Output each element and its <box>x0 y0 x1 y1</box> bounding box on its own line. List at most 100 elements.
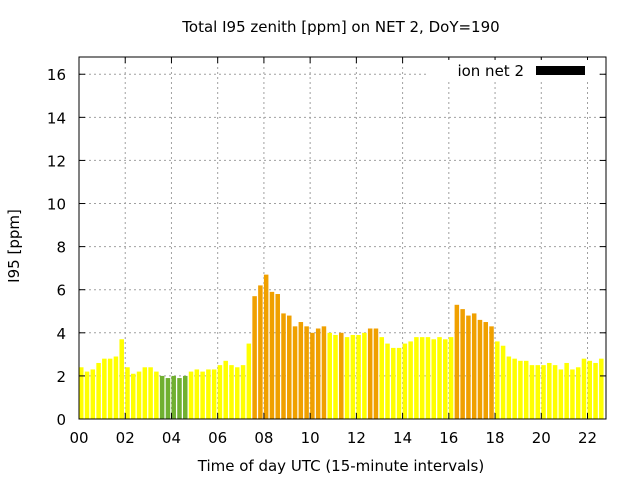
bar <box>327 332 332 419</box>
bar <box>252 296 257 419</box>
bar <box>321 326 327 419</box>
bar <box>107 358 113 419</box>
bar <box>275 294 280 419</box>
y-tick-label: 6 <box>56 282 66 300</box>
x-tick-label: 20 <box>532 429 551 447</box>
x-tick-label: 10 <box>301 429 320 447</box>
grid <box>79 57 606 419</box>
bar <box>431 339 436 419</box>
bar <box>535 365 541 419</box>
bar <box>90 369 96 419</box>
bar <box>460 309 465 419</box>
bar <box>206 369 211 419</box>
bar <box>269 291 275 419</box>
bar <box>177 378 182 419</box>
bar <box>477 319 483 419</box>
bar <box>136 371 142 419</box>
bar <box>188 371 194 419</box>
legend-label: ion net 2 <box>457 62 524 80</box>
bar <box>229 365 234 419</box>
x-tick-label: 12 <box>347 429 366 447</box>
plot-frame <box>78 56 607 420</box>
bar <box>125 367 130 419</box>
bar <box>240 365 246 419</box>
bar <box>281 313 286 419</box>
bar <box>310 332 315 419</box>
bar <box>333 334 338 419</box>
y-tick-label: 16 <box>47 66 66 84</box>
y-tick-label: 14 <box>47 109 66 127</box>
bar <box>344 337 350 419</box>
bar <box>79 367 84 419</box>
x-tick-label: 06 <box>208 429 227 447</box>
bar <box>96 362 101 419</box>
bar <box>575 367 581 419</box>
bar <box>495 341 500 419</box>
x-tick-label: 02 <box>116 429 135 447</box>
bar <box>471 313 477 419</box>
y-tick-label: 8 <box>56 239 66 257</box>
bars <box>79 274 604 419</box>
bar <box>529 365 535 419</box>
bar <box>246 343 252 419</box>
x-tick-label: 22 <box>578 429 597 447</box>
bar <box>131 373 136 419</box>
bar <box>552 365 558 419</box>
legend-background <box>427 60 597 82</box>
bar <box>217 365 223 419</box>
bar <box>339 332 344 419</box>
x-tick-label: 16 <box>439 429 458 447</box>
bar <box>315 328 321 419</box>
bar <box>593 362 598 419</box>
bar <box>223 360 228 419</box>
bar <box>235 367 240 419</box>
bar <box>287 315 292 419</box>
bar <box>454 304 460 419</box>
bar <box>183 375 188 419</box>
x-tick-label: 08 <box>254 429 273 447</box>
bar <box>443 339 448 419</box>
bar <box>159 375 165 419</box>
bar <box>466 315 471 419</box>
bar <box>402 343 408 419</box>
bar <box>304 326 309 419</box>
x-tick-label: 14 <box>393 429 412 447</box>
y-tick-label: 4 <box>56 325 66 343</box>
bar <box>211 369 217 419</box>
y-tick-label: 0 <box>56 411 66 429</box>
bar <box>379 337 384 419</box>
chart-title: Total I95 zenith [ppm] on NET 2, DoY=190 <box>181 18 499 36</box>
bar <box>570 369 575 419</box>
bar <box>564 362 569 419</box>
bar <box>599 358 604 419</box>
bar <box>154 371 159 419</box>
bar <box>362 332 367 419</box>
bar <box>408 341 413 419</box>
bar <box>148 367 153 419</box>
bar <box>506 356 512 419</box>
bar <box>171 375 176 419</box>
x-tick-label: 00 <box>69 429 88 447</box>
bar <box>425 337 431 419</box>
bar <box>587 360 593 419</box>
bar <box>356 334 361 419</box>
bar <box>142 367 148 419</box>
bar <box>512 358 517 419</box>
bar <box>373 328 379 419</box>
y-axis-label: I95 [ppm] <box>5 209 23 283</box>
bar <box>102 358 107 419</box>
bar <box>367 328 373 419</box>
legend-swatch <box>536 66 585 75</box>
x-tick-label: 18 <box>486 429 505 447</box>
bar <box>500 345 506 419</box>
x-axis-label: Time of day UTC (15-minute intervals) <box>197 457 484 475</box>
bar <box>292 326 298 419</box>
y-tick-label: 10 <box>47 196 66 214</box>
bar <box>518 360 523 419</box>
bar <box>258 285 263 419</box>
bar <box>414 337 419 419</box>
bar <box>523 360 529 419</box>
bar <box>396 347 402 419</box>
bar <box>263 274 269 419</box>
